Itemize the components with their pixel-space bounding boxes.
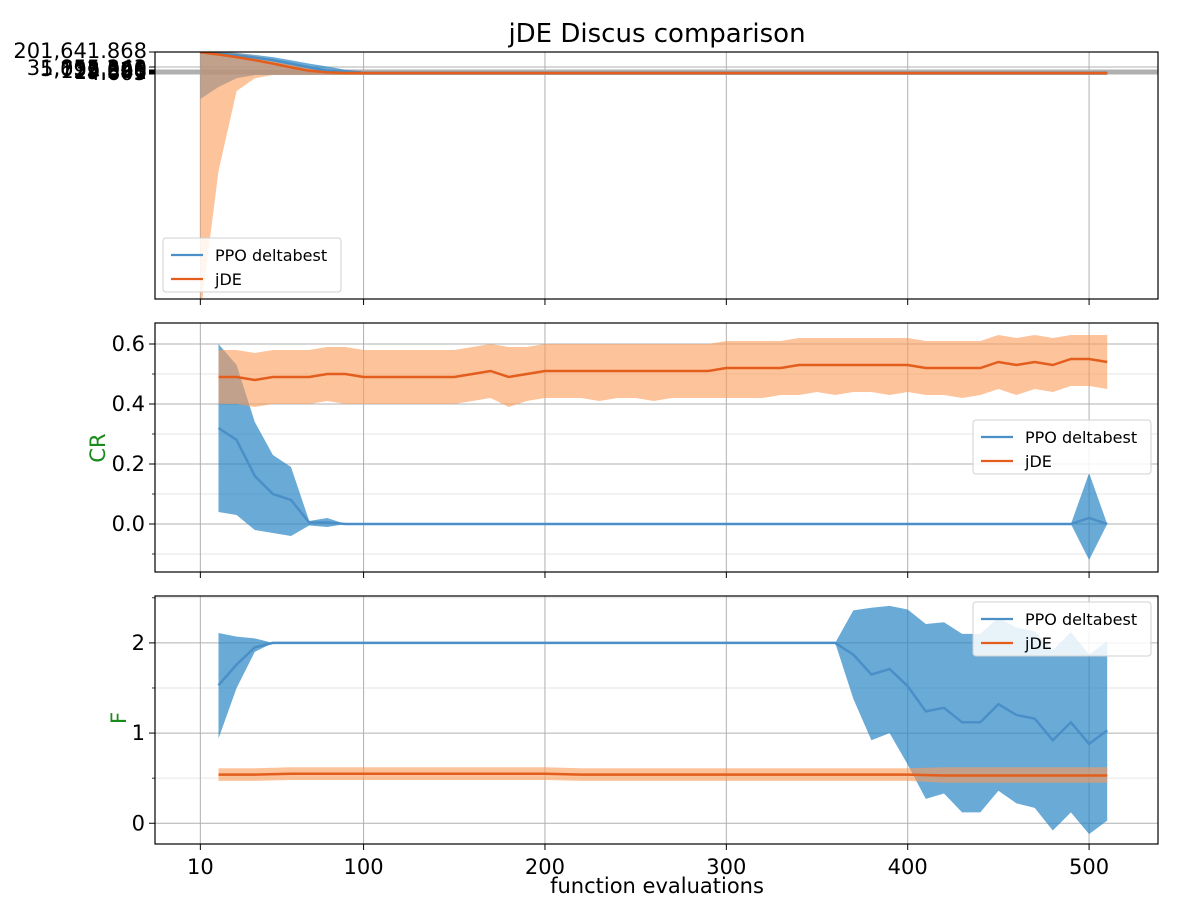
y-tick-label: 5,032.560	[40, 57, 147, 81]
chart-title: jDE Discus comparison	[507, 19, 805, 49]
legend: PPO deltabest jDE	[162, 237, 342, 293]
legend-label: jDE	[214, 270, 242, 289]
x-axis-label: function evaluations	[550, 874, 764, 898]
y-tick-label: 0.0	[112, 512, 145, 536]
band-ppo-deltabest	[218, 605, 1108, 835]
series-layer	[200, 52, 1108, 299]
band-ppo-deltabest	[200, 52, 1108, 99]
line-jde	[218, 772, 1108, 777]
f-axis-label: F	[107, 712, 131, 724]
line-ppo-deltabest	[217, 426, 1108, 526]
axes-frame	[154, 51, 1159, 300]
x-tick-label: 300	[706, 855, 746, 879]
y-tick-label: 19.841	[74, 60, 147, 84]
x-tick-label: 10	[187, 855, 214, 879]
series-layer	[217, 335, 1108, 560]
legend-label: PPO deltabest	[1025, 428, 1137, 447]
y-tick-label: 2	[132, 631, 145, 655]
y-tick-label: 0.2	[112, 452, 145, 476]
x-tick-label: 500	[1069, 855, 1109, 879]
y-tick-label: 1	[132, 721, 145, 745]
panel-cr: 0.0 0.2 0.4 0.6 PPO deltabest jDE	[112, 322, 1159, 578]
y-tick-label: 201,641.868	[13, 39, 147, 63]
legend-label: jDE	[1024, 634, 1052, 653]
axes-frame	[154, 322, 1159, 573]
series-layer	[217, 605, 1108, 835]
panel-top: 201,641.86831,855.2435,032.560795.028125…	[13, 39, 1159, 305]
panel-f: 0 1 2 10 100 200 300 400 500 PPO deltabest jDE	[132, 595, 1159, 879]
line-jde	[218, 357, 1108, 382]
y-tick-label: 0.6	[112, 332, 145, 356]
x-tick-label: 400	[888, 855, 928, 879]
y-tick-label: 795.028	[60, 58, 147, 82]
legend: PPO deltabest jDE	[972, 419, 1152, 475]
legend-label: PPO deltabest	[1025, 610, 1137, 629]
axes-frame	[154, 595, 1159, 845]
x-tick-label: 200	[525, 855, 565, 879]
line-ppo-deltabest	[217, 641, 1108, 746]
x-tick-label: 100	[344, 855, 384, 879]
cr-axis-label: CR	[86, 433, 110, 462]
y-tick-label: 31,855.243	[27, 56, 147, 80]
y-tick-label: 125.596	[60, 59, 147, 83]
legend-label: PPO deltabest	[215, 246, 327, 265]
y-tick-label: 4.605	[87, 61, 147, 85]
legend: PPO deltabest jDE	[972, 601, 1152, 657]
legend-label: jDE	[1024, 452, 1052, 471]
line-jde	[200, 52, 1108, 75]
y-tick-label: 0.4	[112, 392, 145, 416]
y-tick-label: 0	[132, 811, 145, 835]
